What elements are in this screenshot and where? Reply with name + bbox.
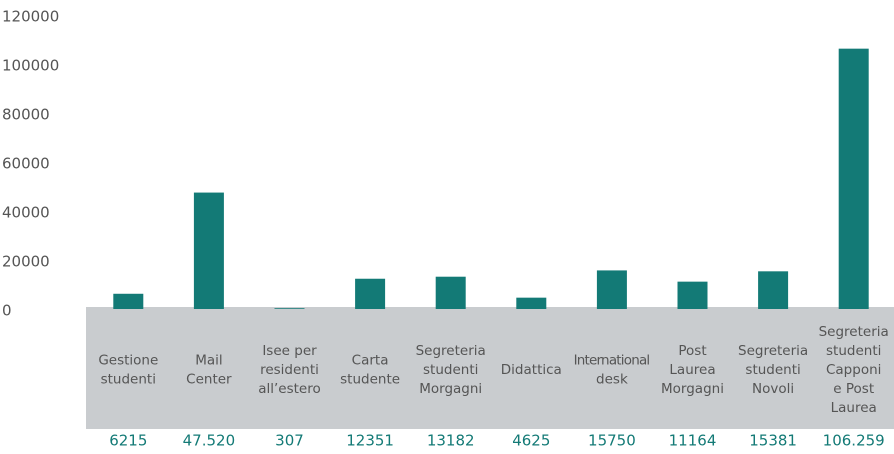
x-tick-label: Isee per — [262, 343, 317, 359]
x-tick-label: Novoli — [752, 381, 794, 397]
value-label: 47.520 — [183, 432, 236, 450]
value-label: 106.259 — [823, 432, 885, 450]
x-tick-label: Didattica — [501, 362, 562, 378]
x-tick-label: e Post — [833, 381, 874, 397]
x-tick-label: studenti — [423, 362, 478, 378]
bar — [274, 308, 305, 309]
x-tick-label: Segreteria — [819, 324, 889, 340]
bar — [838, 48, 869, 309]
bar — [677, 281, 708, 309]
x-tick-label: Laurea — [669, 362, 715, 378]
x-tick-label: Laurea — [831, 400, 877, 416]
value-label: 13182 — [427, 432, 475, 450]
bar — [435, 276, 466, 309]
x-tick-label: studenti — [745, 362, 800, 378]
y-tick-label: 0 — [2, 302, 12, 320]
category-band — [86, 307, 894, 429]
bar — [516, 297, 547, 309]
value-label: 15750 — [588, 432, 636, 450]
x-tick-label: Mail — [195, 353, 222, 369]
x-tick-label: Segreteria — [416, 343, 486, 359]
x-tick-label: Morgagni — [661, 381, 724, 397]
x-tick-label: Post — [678, 343, 706, 359]
y-tick-label: 40000 — [2, 204, 50, 222]
y-tick-label: 20000 — [2, 253, 50, 271]
bar — [113, 293, 144, 309]
x-tick-label: all’estero — [258, 381, 321, 397]
x-tick-label: studenti — [826, 343, 881, 359]
bar — [355, 278, 386, 309]
y-tick-label: 60000 — [2, 155, 50, 173]
x-tick-label: Segreteria — [738, 343, 808, 359]
x-tick-label: Gestione — [98, 353, 158, 369]
y-tick-label: 120000 — [2, 8, 59, 26]
value-label: 12351 — [346, 432, 394, 450]
y-tick-label: 100000 — [2, 57, 59, 75]
x-tick-label: residenti — [260, 362, 319, 378]
bar — [596, 270, 627, 309]
y-tick-label: 80000 — [2, 106, 50, 124]
x-tick-label: Capponi — [826, 362, 881, 378]
value-label: 4625 — [512, 432, 550, 450]
x-tick-label: desk — [596, 372, 628, 388]
bar — [758, 271, 789, 309]
x-tick-label: studenti — [101, 372, 156, 388]
bar — [193, 192, 224, 309]
value-label: 11164 — [669, 432, 717, 450]
value-label: 15381 — [749, 432, 797, 450]
x-tick-label: Morgagni — [419, 381, 482, 397]
x-tick-label: Center — [186, 372, 232, 388]
x-tick-label: Carta — [352, 353, 389, 369]
x-tick-label: International — [574, 353, 651, 369]
x-tick-label: studente — [340, 372, 400, 388]
value-label: 6215 — [109, 432, 147, 450]
value-label: 307 — [275, 432, 304, 450]
